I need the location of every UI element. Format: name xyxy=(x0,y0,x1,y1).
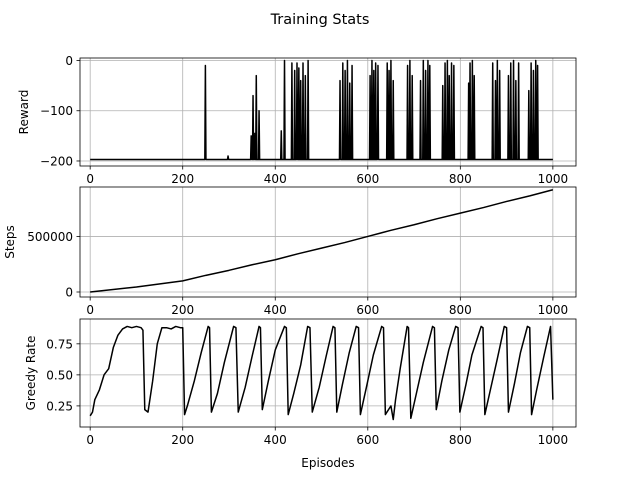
x-tick-label: 800 xyxy=(449,303,472,317)
x-tick-label: 1000 xyxy=(538,433,569,447)
y-axis-label: Greedy Rate xyxy=(24,336,38,411)
x-tick-label: 200 xyxy=(171,172,194,186)
y-tick-label: 500000 xyxy=(27,230,73,244)
axes-frame xyxy=(79,57,577,167)
axes-2: 0 200 400 600 800 1000 0 500000 Steps xyxy=(3,186,577,317)
y-tick-label: 0.25 xyxy=(46,399,73,413)
x-tick-label: 0 xyxy=(86,303,94,317)
axes-1: 0 200 400 600 800 1000 0 −100 −200 Reward xyxy=(17,54,577,186)
axes-frame xyxy=(79,318,577,428)
grid-2 xyxy=(80,187,576,297)
x-tick-label: 400 xyxy=(264,303,287,317)
x-tick-label: 600 xyxy=(356,303,379,317)
y-tick-label: 0 xyxy=(65,286,73,300)
x-tick-label: 0 xyxy=(86,172,94,186)
y-tick-label: −100 xyxy=(40,104,73,118)
y-axis-label: Reward xyxy=(17,90,31,135)
y-tick-label: 0.50 xyxy=(46,368,73,382)
x-tick-label: 1000 xyxy=(538,303,569,317)
series-line-3 xyxy=(89,325,554,421)
axes-frame xyxy=(79,186,577,298)
axes-3: 0 200 400 600 800 1000 0.25 0.50 0.75 Greedy Rate… xyxy=(24,318,577,470)
x-tick-label: 0 xyxy=(86,433,94,447)
series-line-1 xyxy=(90,59,553,161)
x-tick-label: 600 xyxy=(356,172,379,186)
x-tick-label: 400 xyxy=(264,433,287,447)
x-tick-label: 600 xyxy=(356,433,379,447)
grid-3 xyxy=(80,319,576,427)
figure-title: Training Stats xyxy=(270,12,370,28)
y-tick-label: 0.75 xyxy=(46,337,73,351)
y-tick-label: −200 xyxy=(40,154,73,168)
x-tick-label: 200 xyxy=(171,303,194,317)
y-tick-label: 0 xyxy=(65,54,73,68)
x-tick-label: 800 xyxy=(449,433,472,447)
x-tick-label: 1000 xyxy=(538,172,569,186)
x-tick-label: 400 xyxy=(264,172,287,186)
y-axis-label: Steps xyxy=(3,225,17,259)
x-tick-label: 800 xyxy=(449,172,472,186)
x-axis-label: Episodes xyxy=(301,456,354,470)
x-tick-label: 200 xyxy=(171,433,194,447)
series-line-2 xyxy=(90,189,554,293)
